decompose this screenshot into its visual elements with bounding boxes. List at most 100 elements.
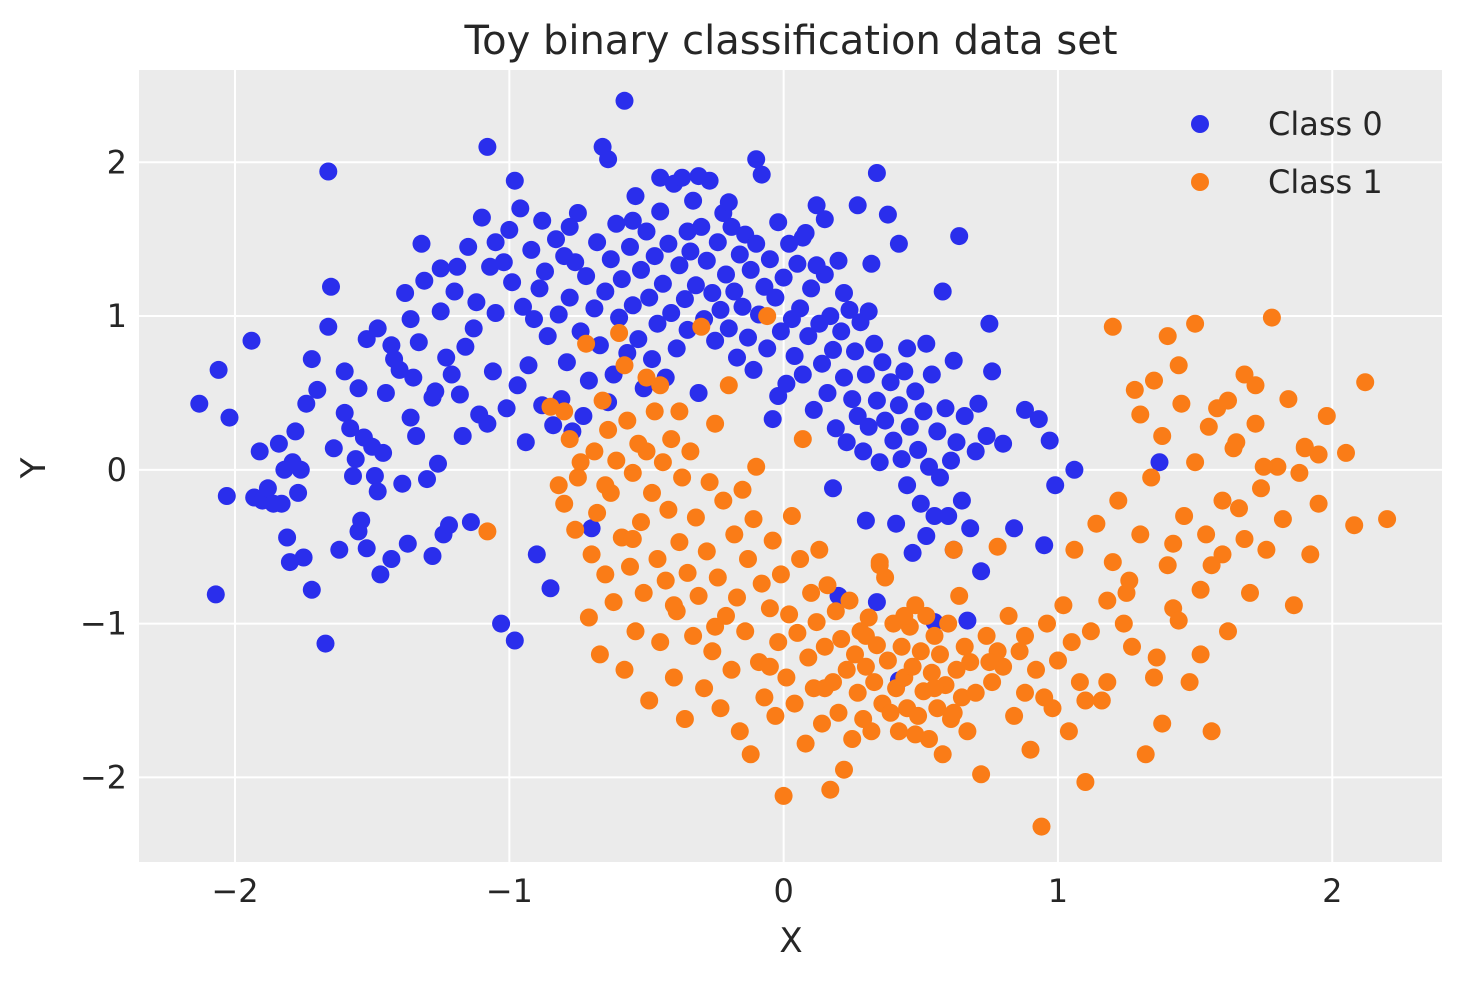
data-point-class-0	[461, 513, 480, 532]
data-point-class-0	[717, 265, 735, 284]
data-point-class-0	[689, 384, 708, 402]
data-point-class-0	[464, 319, 483, 338]
x-tick-label: −2	[211, 872, 258, 910]
data-point-class-1	[840, 591, 859, 610]
data-point-class-1	[615, 356, 634, 375]
data-point-class-1	[785, 694, 804, 713]
data-point-class-0	[574, 407, 593, 425]
data-point-class-0	[390, 360, 409, 379]
data-point-class-0	[302, 350, 321, 369]
data-point-class-0	[640, 288, 659, 307]
data-point-class-0	[791, 299, 810, 318]
data-point-class-0	[494, 253, 513, 272]
data-point-class-1	[1081, 622, 1100, 641]
data-point-class-0	[889, 234, 908, 253]
data-point-class-0	[903, 543, 922, 562]
data-point-class-1	[541, 397, 560, 416]
data-point-class-0	[793, 228, 812, 247]
data-point-class-1	[728, 588, 746, 607]
data-point-class-1	[1145, 668, 1163, 687]
data-point-class-1	[1016, 683, 1034, 702]
data-point-class-0	[1046, 476, 1065, 495]
data-point-class-1	[966, 683, 985, 702]
data-point-class-1	[952, 688, 971, 707]
data-point-class-0	[1005, 519, 1024, 538]
x-tick-label: 0	[773, 872, 793, 910]
data-point-class-0	[527, 545, 546, 564]
data-point-class-1	[686, 508, 705, 527]
data-point-class-0	[854, 442, 873, 461]
data-point-class-0	[588, 233, 607, 252]
data-point-class-0	[944, 351, 963, 370]
data-point-class-1	[829, 703, 848, 722]
data-point-class-1	[1117, 583, 1136, 602]
data-point-class-0	[859, 417, 878, 436]
data-point-class-1	[637, 442, 656, 461]
data-point-class-1	[1246, 414, 1265, 433]
data-point-class-0	[250, 442, 269, 461]
data-point-class-0	[802, 279, 821, 298]
data-point-class-1	[664, 668, 683, 687]
data-point-class-0	[623, 211, 642, 230]
data-point-class-1	[826, 602, 845, 621]
data-point-class-1	[1049, 651, 1067, 670]
data-point-class-1	[1005, 706, 1024, 725]
data-point-class-0	[503, 273, 522, 292]
data-point-class-1	[1227, 433, 1246, 452]
data-point-class-1	[560, 430, 579, 449]
series-class-1	[478, 307, 1397, 836]
data-point-class-1	[643, 483, 661, 502]
data-point-class-1	[711, 699, 730, 718]
data-point-class-1	[637, 368, 656, 387]
data-point-class-1	[1186, 314, 1205, 333]
data-point-class-0	[269, 434, 288, 453]
data-point-class-1	[1172, 394, 1191, 413]
data-point-class-1	[599, 420, 618, 439]
data-point-class-1	[1070, 673, 1089, 692]
data-point-class-0	[349, 522, 368, 541]
data-point-class-1	[596, 565, 615, 584]
data-point-class-0	[412, 234, 431, 253]
data-point-class-0	[832, 322, 851, 341]
data-point-class-1	[909, 706, 928, 725]
data-point-class-1	[568, 468, 587, 487]
data-point-class-1	[928, 699, 947, 718]
data-point-class-0	[760, 250, 779, 269]
data-point-class-0	[393, 474, 412, 493]
data-point-class-0	[549, 305, 568, 324]
data-point-class-0	[673, 168, 692, 187]
data-point-class-0	[807, 196, 826, 215]
data-point-class-1	[1301, 545, 1320, 564]
data-point-class-0	[648, 314, 667, 333]
y-tick-label: 2	[107, 143, 127, 181]
data-point-class-1	[782, 507, 801, 525]
data-point-class-1	[1103, 317, 1122, 336]
data-point-class-1	[739, 550, 757, 568]
data-point-class-1	[673, 468, 692, 487]
data-point-class-1	[983, 673, 1002, 692]
data-point-class-1	[706, 414, 725, 433]
data-point-class-1	[670, 402, 689, 421]
data-point-class-1	[1309, 494, 1328, 513]
data-point-class-1	[1010, 642, 1029, 661]
data-point-class-1	[1252, 479, 1270, 498]
data-point-class-0	[541, 579, 560, 598]
data-point-class-0	[368, 482, 387, 501]
data-point-class-0	[242, 331, 261, 350]
data-point-class-0	[911, 494, 930, 513]
data-point-class-1	[1016, 626, 1034, 645]
data-point-class-0	[829, 251, 848, 270]
data-point-class-1	[744, 510, 763, 529]
data-point-class-1	[821, 780, 840, 799]
data-point-class-1	[621, 557, 639, 576]
data-point-class-0	[579, 371, 598, 390]
data-point-class-1	[755, 688, 774, 707]
data-point-class-0	[522, 240, 541, 259]
x-tick-labels: −2 −1 0 1 2	[211, 872, 1342, 910]
data-point-class-1	[889, 722, 908, 741]
data-point-class-0	[939, 507, 958, 525]
data-point-class-0	[374, 443, 393, 462]
data-point-class-0	[856, 365, 875, 384]
data-point-class-0	[190, 394, 209, 413]
data-point-class-1	[859, 608, 878, 627]
